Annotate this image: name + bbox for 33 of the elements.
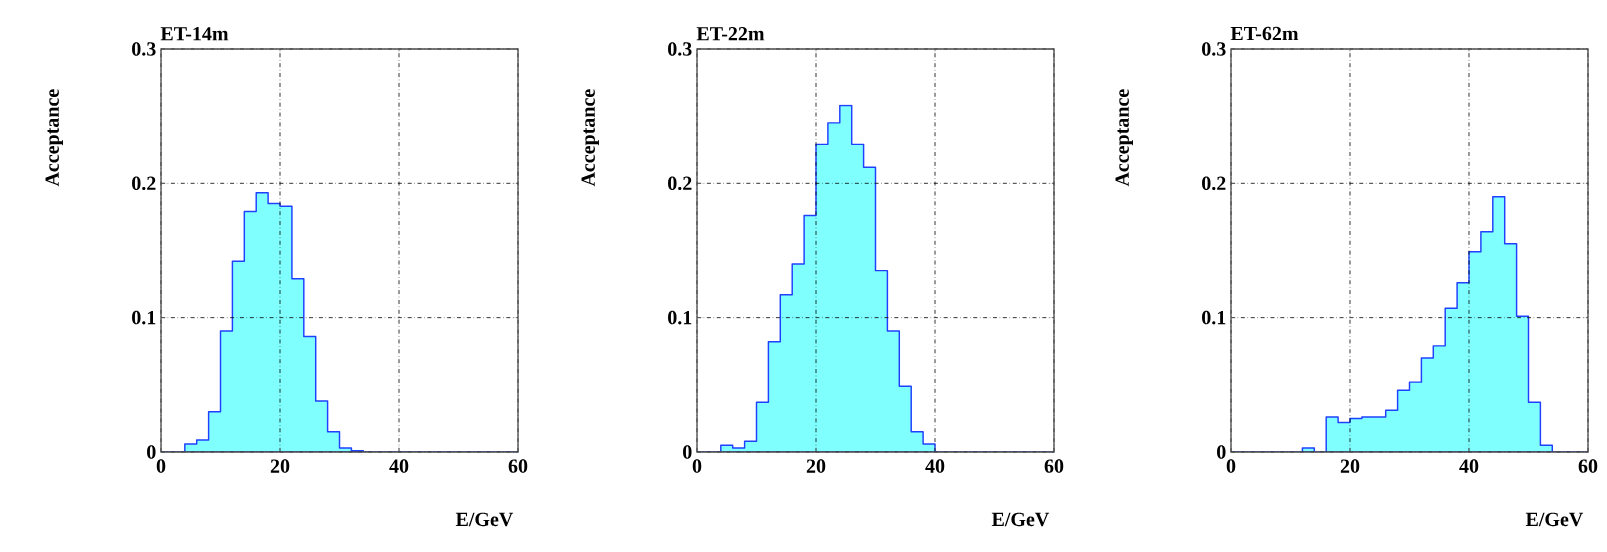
x-tick-label: 40	[389, 459, 409, 473]
y-tick-label: 0	[1217, 445, 1226, 459]
x-tick-label: 0	[156, 459, 166, 473]
x-axis-title: E/GeV	[1525, 512, 1584, 527]
y-tick-label: 0.2	[132, 176, 156, 191]
y-tick-label: 0.3	[668, 42, 692, 56]
y-tick-label: 0.1	[1202, 310, 1226, 325]
y-tick-label: 0.2	[1202, 176, 1226, 191]
x-tick-label: 40	[1459, 459, 1479, 473]
x-tick-label: 40	[925, 459, 945, 473]
chart-title: ET-62m	[1230, 26, 1299, 41]
chart-title: ET-22m	[696, 27, 765, 41]
y-tick-label: 0.1	[132, 310, 156, 325]
x-tick-label: 60	[1044, 459, 1064, 473]
x-axis-title: E/GeV	[991, 512, 1050, 527]
chart-title: ET-14m	[160, 27, 229, 41]
x-axis-title: E/GeV	[455, 512, 514, 527]
y-tick-label: 0	[147, 445, 156, 459]
x-tick-label: 20	[270, 459, 290, 473]
x-tick-label: 60	[1578, 459, 1598, 473]
x-tick-label: 60	[508, 459, 528, 473]
y-axis-title: Acceptance	[581, 89, 599, 187]
y-tick-label: 0.1	[668, 310, 692, 325]
x-tick-label: 0	[1226, 459, 1236, 473]
y-tick-label: 0.3	[1202, 42, 1226, 56]
y-tick-label: 0.2	[668, 176, 692, 191]
y-tick-label: 0	[683, 445, 692, 459]
y-axis-title: Acceptance	[45, 89, 63, 187]
y-axis-title: Acceptance	[1115, 89, 1133, 187]
x-tick-label: 20	[806, 459, 826, 473]
x-tick-label: 0	[692, 459, 702, 473]
y-tick-label: 0.3	[132, 42, 156, 56]
x-tick-label: 20	[1340, 459, 1360, 473]
